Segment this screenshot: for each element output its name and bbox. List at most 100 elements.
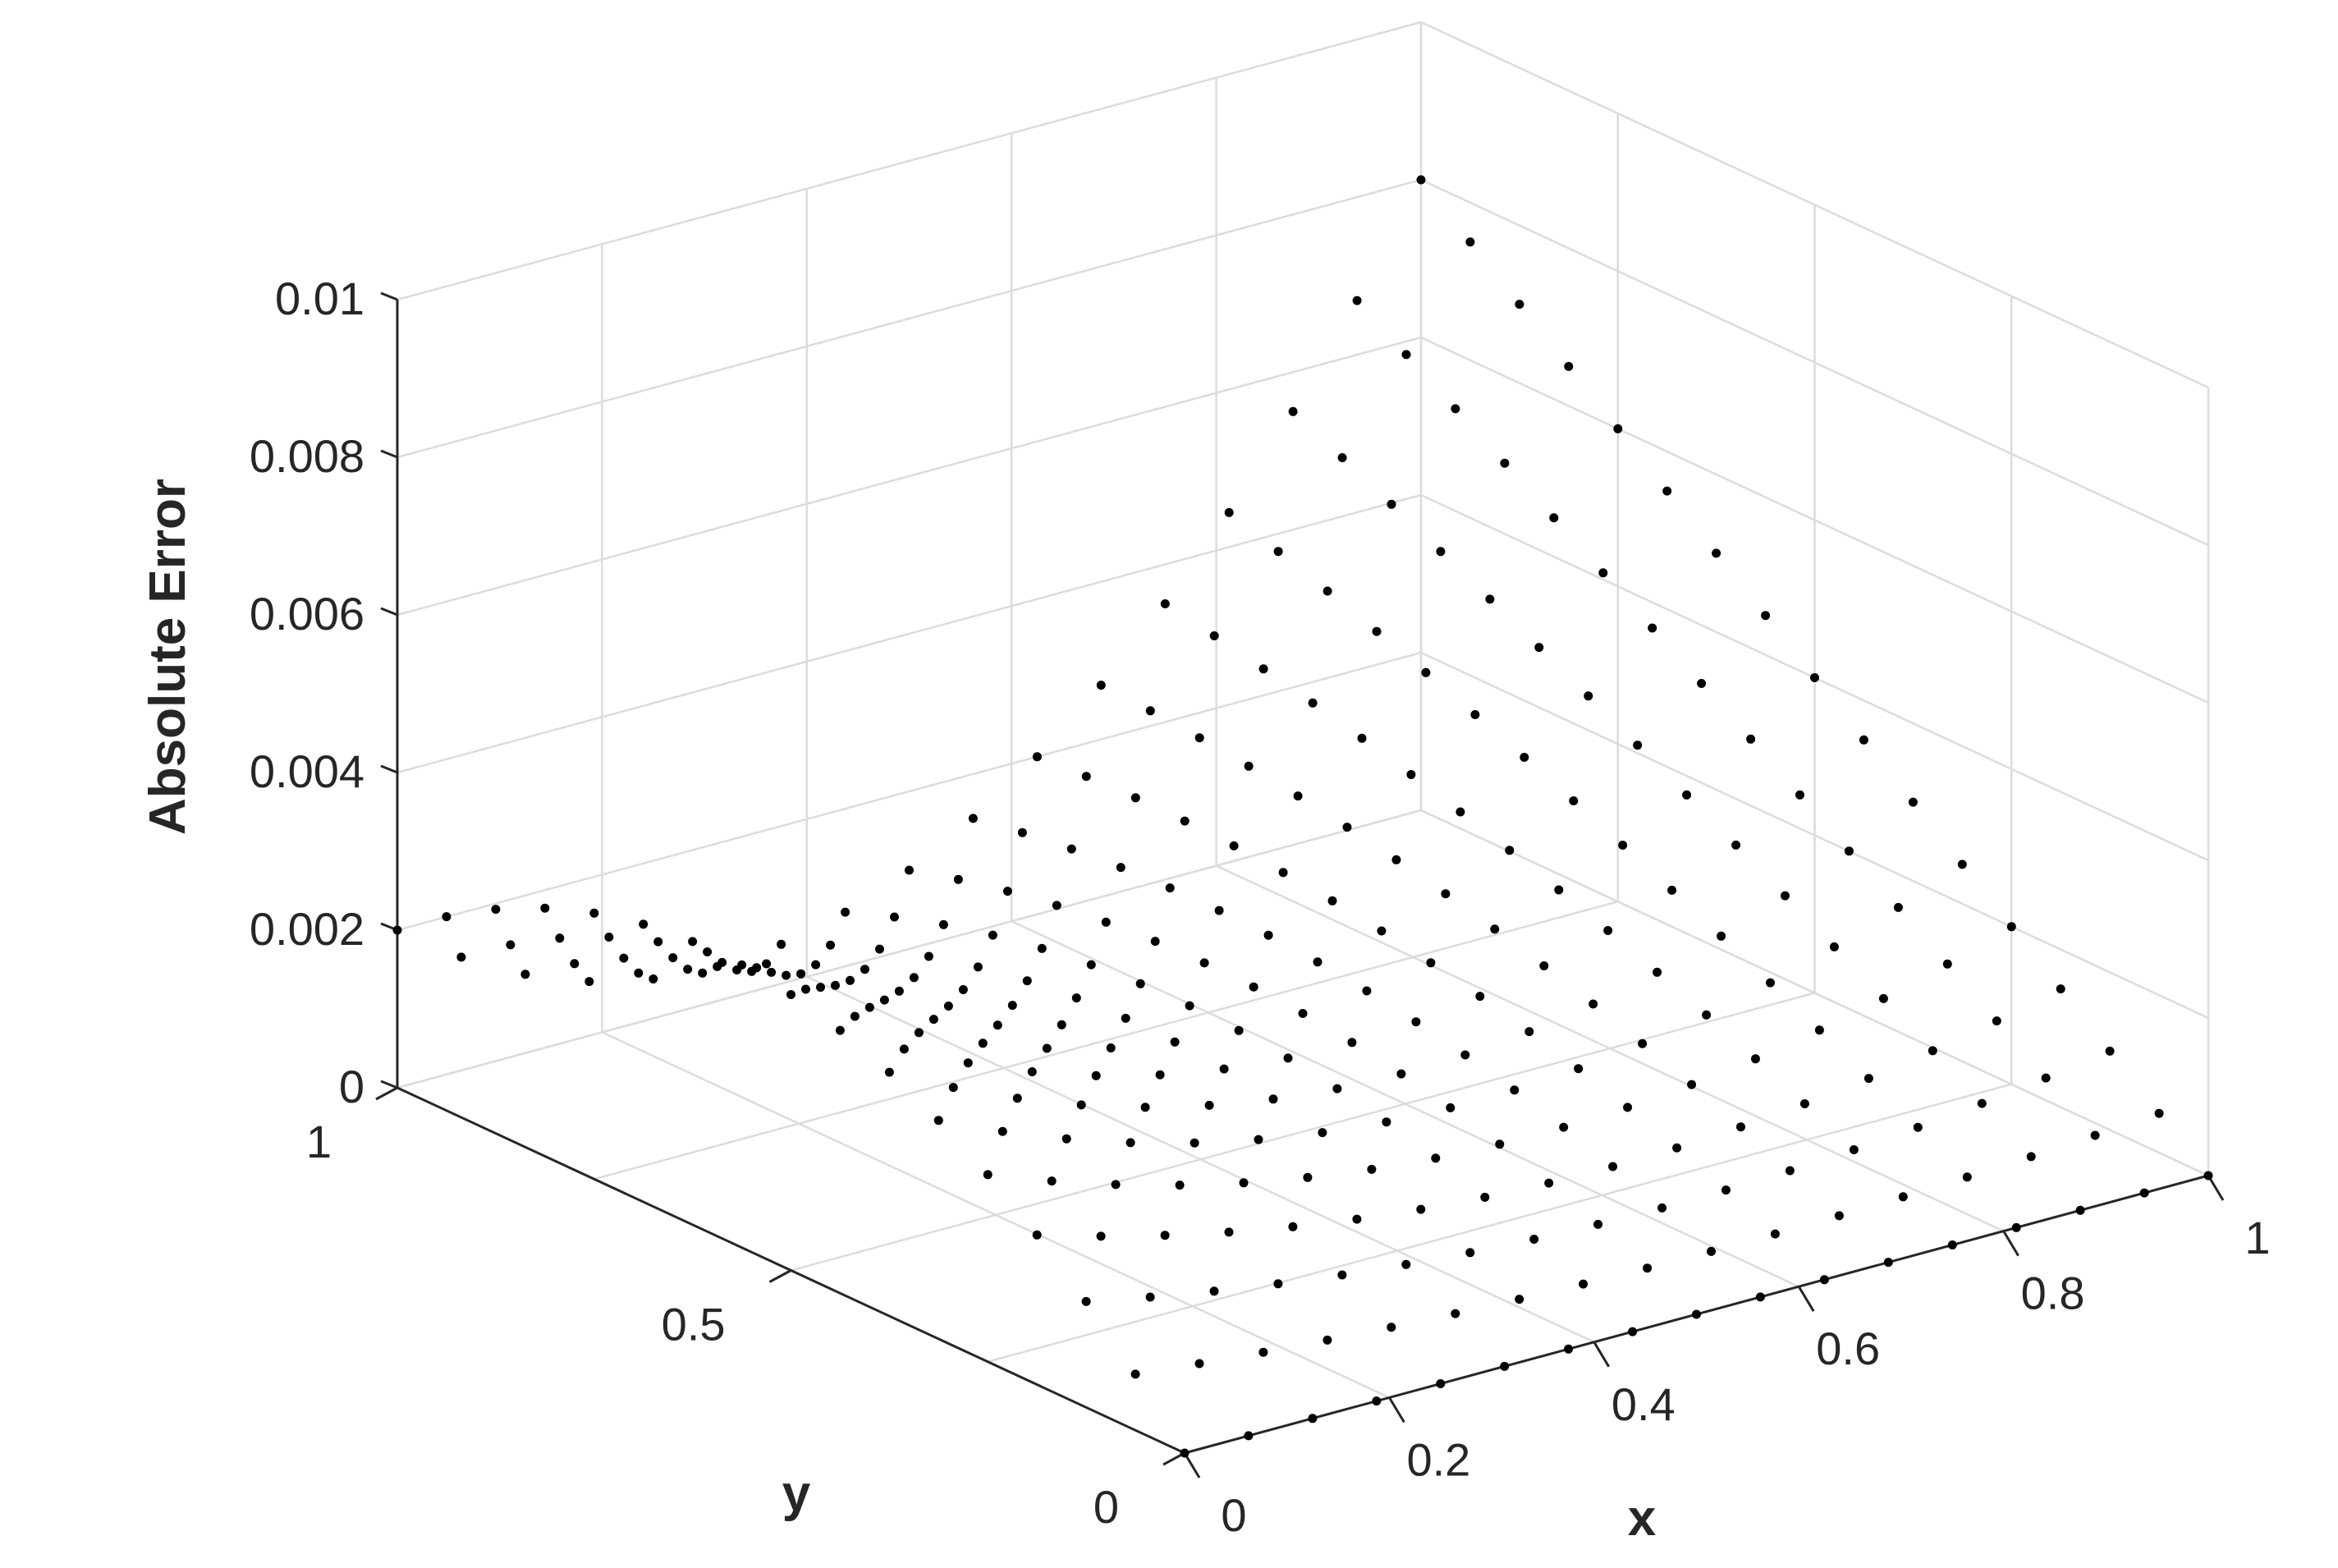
data-point <box>1603 926 1613 935</box>
data-point <box>1391 855 1401 864</box>
data-point <box>1446 1103 1456 1112</box>
data-point <box>1081 1296 1091 1306</box>
data-point <box>1224 507 1234 517</box>
data-point <box>1834 1211 1844 1221</box>
back-wall-grid-line <box>397 493 1422 774</box>
data-point <box>782 970 791 980</box>
data-point <box>698 968 708 978</box>
side-wall-grid-line <box>1420 21 2209 389</box>
data-point <box>649 974 658 983</box>
data-point <box>924 951 933 961</box>
data-point <box>1451 1309 1460 1318</box>
data-point <box>1529 1235 1539 1244</box>
data-point <box>1584 691 1593 701</box>
data-point <box>1569 796 1579 805</box>
data-point <box>2006 922 2016 932</box>
data-point <box>1746 734 1756 744</box>
side-wall-grid-line <box>1420 809 2209 1177</box>
z-tick-label: 0.002 <box>250 903 364 955</box>
data-point <box>1096 681 1106 690</box>
grid <box>396 21 2210 1455</box>
data-point <box>1362 986 1372 996</box>
data-point <box>1814 1025 1824 1035</box>
x-tick-label: 0 <box>1221 1489 1246 1541</box>
data-point <box>1130 793 1140 803</box>
data-point <box>1318 1128 1327 1138</box>
data-point <box>1071 993 1081 1003</box>
data-point <box>1303 1172 1313 1182</box>
data-point <box>392 925 402 935</box>
z-tick-label: 0.004 <box>250 745 364 797</box>
data-point <box>978 1038 988 1048</box>
data-point <box>1298 1009 1308 1018</box>
data-point <box>1061 1134 1071 1144</box>
data-point <box>1357 733 1367 743</box>
data-point <box>1155 1070 1165 1080</box>
data-point <box>1076 1100 1086 1110</box>
z-tick-mark <box>380 291 398 301</box>
data-point <box>703 947 713 956</box>
data-point <box>1165 883 1175 893</box>
data-point <box>1465 237 1475 247</box>
data-point <box>1623 1103 1633 1112</box>
data-point <box>1066 844 1076 854</box>
data-point <box>1992 1016 2001 1026</box>
data-point <box>864 1002 874 1012</box>
data-point <box>1416 175 1426 185</box>
data-point <box>1160 1231 1170 1240</box>
data-point <box>1037 943 1047 953</box>
data-point <box>1633 740 1643 750</box>
data-point <box>1175 1181 1185 1190</box>
data-point <box>1032 1230 1042 1240</box>
data-point <box>993 1020 1002 1030</box>
floor-grid-line <box>594 901 1619 1181</box>
data-point <box>1125 1138 1135 1148</box>
data-point <box>634 968 644 978</box>
data-point <box>1908 797 1918 807</box>
data-point <box>1337 453 1347 462</box>
data-point <box>1451 404 1460 414</box>
data-point <box>1229 841 1239 850</box>
data-point <box>762 959 772 969</box>
data-point <box>1224 1227 1234 1237</box>
data-point <box>1382 1117 1391 1127</box>
data-point <box>1288 406 1298 416</box>
data-point <box>1864 1074 1873 1084</box>
data-point <box>1470 710 1480 719</box>
data-point <box>1520 753 1529 762</box>
x-tick-label: 0.8 <box>2021 1268 2085 1319</box>
data-point <box>1539 961 1549 970</box>
data-point <box>1367 1164 1377 1174</box>
side-wall-grid-line <box>1420 651 2209 1020</box>
z-tick-mark <box>380 764 398 774</box>
data-point <box>1101 917 1111 927</box>
data-point <box>1431 1153 1441 1163</box>
data-point <box>1579 1279 1588 1289</box>
data-point <box>1810 673 1819 682</box>
data-point <box>1613 424 1623 433</box>
data-point <box>1893 902 1903 912</box>
data-point <box>1106 1043 1116 1052</box>
data-point <box>1819 1275 1829 1285</box>
data-point <box>1372 626 1382 636</box>
data-point <box>1411 1017 1421 1027</box>
z-tick-label: 0.008 <box>250 430 364 482</box>
data-point <box>1962 1172 1972 1182</box>
data-point <box>801 984 810 994</box>
z-axis-title: Absolute Error <box>140 479 196 835</box>
data-point <box>2105 1046 2115 1056</box>
data-point <box>1278 868 1288 878</box>
data-point <box>1785 1166 1795 1176</box>
data-point <box>1209 1286 1219 1296</box>
data-point <box>786 990 795 999</box>
z-tick-label: 0 <box>339 1061 364 1112</box>
data-point <box>1441 889 1451 899</box>
data-point <box>1667 885 1677 895</box>
data-point <box>1258 1347 1268 1357</box>
data-point <box>1977 1098 1987 1108</box>
x-tick-mark <box>1797 1286 1815 1312</box>
data-point <box>1829 942 1839 951</box>
data-point <box>1485 594 1495 604</box>
data-point <box>1913 1122 1923 1132</box>
data-point <box>831 980 840 990</box>
